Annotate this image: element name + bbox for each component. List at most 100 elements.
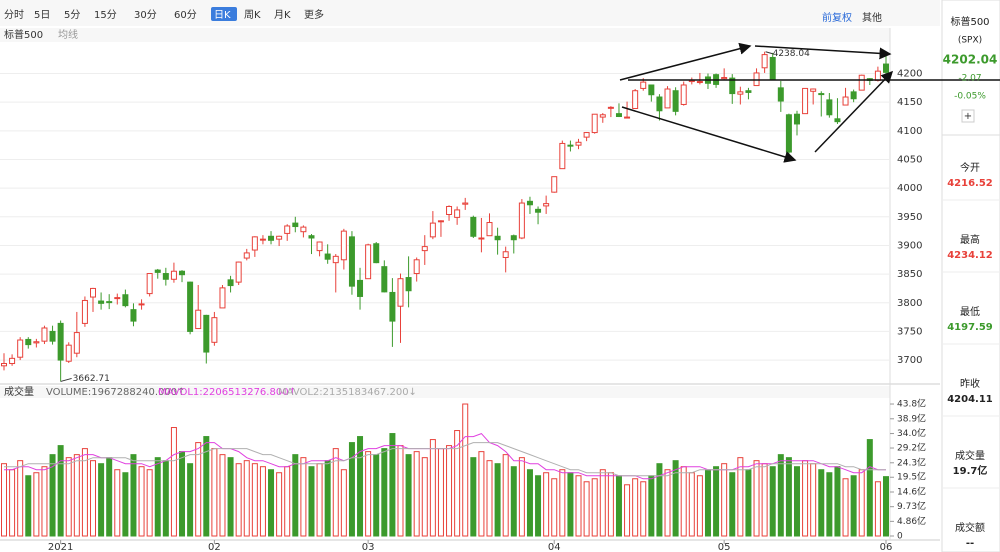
candle-body xyxy=(761,54,768,69)
volume-bar xyxy=(187,463,194,537)
field-value: -- xyxy=(966,538,974,549)
candle-body xyxy=(567,144,574,147)
add-button[interactable] xyxy=(961,109,975,123)
candle-body xyxy=(462,202,469,205)
volume-bar xyxy=(478,451,485,537)
candle-body xyxy=(332,255,339,264)
candle-body xyxy=(858,74,865,91)
field-label: 最低 xyxy=(960,305,980,318)
quote-name: 标普500 xyxy=(950,15,989,28)
candle-body xyxy=(826,99,833,116)
candle-body xyxy=(81,299,88,324)
y-tick-label: 3850 xyxy=(897,269,922,280)
candle-body xyxy=(446,205,453,216)
volume-bar xyxy=(259,466,266,537)
volume-bar xyxy=(745,469,752,537)
volume-bar xyxy=(106,457,113,537)
y-tick-label: 4100 xyxy=(897,126,922,137)
volume-bar xyxy=(154,457,161,537)
volume-bar xyxy=(243,460,250,537)
candle-body xyxy=(365,244,372,280)
volume-bar xyxy=(753,460,760,537)
panel-title: 标普500 xyxy=(4,28,43,41)
candle-body xyxy=(518,202,525,239)
y-tick-label: 3750 xyxy=(897,326,922,337)
candle-body xyxy=(65,344,72,362)
quote-change: -2.07 xyxy=(958,74,981,84)
volume-bar xyxy=(332,448,339,537)
period-button[interactable]: 60分 xyxy=(174,9,197,21)
candle-body xyxy=(154,269,161,273)
volume-bar xyxy=(494,463,501,537)
volume-bar xyxy=(170,427,177,537)
volume-bar xyxy=(874,481,881,537)
candle-body xyxy=(656,96,663,112)
candle-body xyxy=(268,235,275,241)
quote-code: (SPX) xyxy=(958,36,982,46)
period-button[interactable]: 更多 xyxy=(304,8,324,21)
volume-bar xyxy=(826,472,833,537)
period-button[interactable]: 分时 xyxy=(4,9,24,21)
volume-bar xyxy=(162,460,169,537)
candle-body xyxy=(106,301,113,304)
candle-body xyxy=(842,96,849,106)
volume-bar xyxy=(348,442,355,537)
volume-bar xyxy=(9,469,16,537)
candle-body xyxy=(680,84,687,105)
volume-bar xyxy=(518,457,525,537)
volume-bar xyxy=(858,469,865,537)
volume-bar xyxy=(696,475,703,537)
candle-body xyxy=(203,314,210,353)
period-button[interactable]: 15分 xyxy=(94,9,117,21)
candle-body xyxy=(510,235,517,241)
candle-body xyxy=(454,209,461,218)
active-period xyxy=(211,7,237,21)
candle-body xyxy=(130,309,137,322)
candle-body xyxy=(559,142,566,170)
candle-body xyxy=(179,270,186,276)
candle-body xyxy=(551,176,558,193)
volume-bar xyxy=(704,469,711,537)
indicator[interactable]: 均线 xyxy=(58,28,78,41)
volume-bar xyxy=(793,466,800,537)
volume-bar xyxy=(373,454,380,537)
period-button[interactable]: 日K xyxy=(214,10,231,21)
volume-bar xyxy=(502,454,509,537)
volume-bar xyxy=(883,476,889,537)
period-button[interactable]: 周K xyxy=(244,9,261,21)
volume-bar xyxy=(1,463,7,537)
volume-bar xyxy=(211,448,218,537)
x-tick-label: 2021 xyxy=(48,542,73,552)
candle-body xyxy=(300,226,307,233)
volume-bar xyxy=(397,445,404,537)
candle-body xyxy=(73,332,80,354)
volume-title: 成交量 xyxy=(4,385,34,398)
other-button[interactable]: 其他 xyxy=(862,11,882,24)
y-tick-label: 3700 xyxy=(897,355,922,366)
candle-body xyxy=(632,90,639,109)
volume-bar xyxy=(591,478,598,537)
toolbar xyxy=(0,0,940,26)
candle-body xyxy=(276,235,283,240)
candle-body xyxy=(664,88,671,109)
period-button[interactable]: 月K xyxy=(274,9,291,21)
candle-body xyxy=(373,243,380,264)
period-button[interactable]: 5分 xyxy=(64,9,80,21)
quote-change-pct: -0.05% xyxy=(954,92,986,102)
field-value: 4234.12 xyxy=(947,250,993,261)
candle-body xyxy=(583,132,590,138)
y-tick-label: 4.86亿 xyxy=(897,515,926,527)
period-button[interactable]: 30分 xyxy=(134,9,157,21)
field-value: 4197.59 xyxy=(947,322,993,333)
candle-body xyxy=(284,225,291,234)
candle-body xyxy=(195,309,202,330)
adjust-button[interactable]: 前复权 xyxy=(822,11,852,24)
candle-body xyxy=(802,87,809,115)
quote-panel xyxy=(941,0,1000,552)
volume-bar xyxy=(300,457,307,537)
period-button[interactable]: 5日 xyxy=(34,10,50,21)
volume-bar xyxy=(737,457,744,537)
field-label: 昨收 xyxy=(960,377,980,390)
ma-line xyxy=(4,442,886,477)
